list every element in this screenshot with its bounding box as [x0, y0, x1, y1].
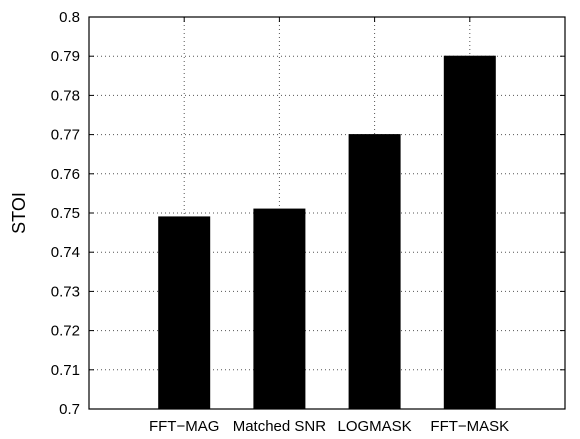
x-tick-label: LOGMASK	[338, 418, 412, 435]
y-tick-label: 0.75	[51, 205, 80, 222]
bars	[158, 55, 496, 410]
bar	[443, 55, 496, 410]
x-tick-labels: FFT−MAG Matched SNR LOGMASK FFT−MASK	[149, 418, 509, 435]
y-tick-label: 0.7	[59, 401, 80, 418]
bar	[253, 208, 306, 410]
y-tick-label: 0.74	[51, 244, 80, 261]
y-tick-label: 0.8	[59, 9, 80, 26]
tick-marks	[89, 16, 565, 410]
y-tick-label: 0.79	[51, 48, 80, 65]
y-tick-label: 0.76	[51, 166, 80, 183]
x-tick-label: Matched SNR	[233, 418, 327, 435]
x-tick-label: FFT−MASK	[430, 418, 509, 435]
y-tick-labels: 0.7 0.71 0.72 0.73 0.74 0.75 0.76 0.77 0.78 0.79 0…	[51, 9, 80, 418]
y-tick-label: 0.77	[51, 127, 80, 144]
bar	[158, 216, 211, 410]
bar	[348, 134, 401, 410]
y-tick-label: 0.71	[51, 362, 80, 379]
y-tick-label: 0.78	[51, 87, 80, 104]
y-axis-label: STOI	[9, 192, 29, 234]
y-tick-label: 0.73	[51, 283, 80, 300]
x-tick-label: FFT−MAG	[149, 418, 219, 435]
y-tick-label: 0.72	[51, 323, 80, 340]
